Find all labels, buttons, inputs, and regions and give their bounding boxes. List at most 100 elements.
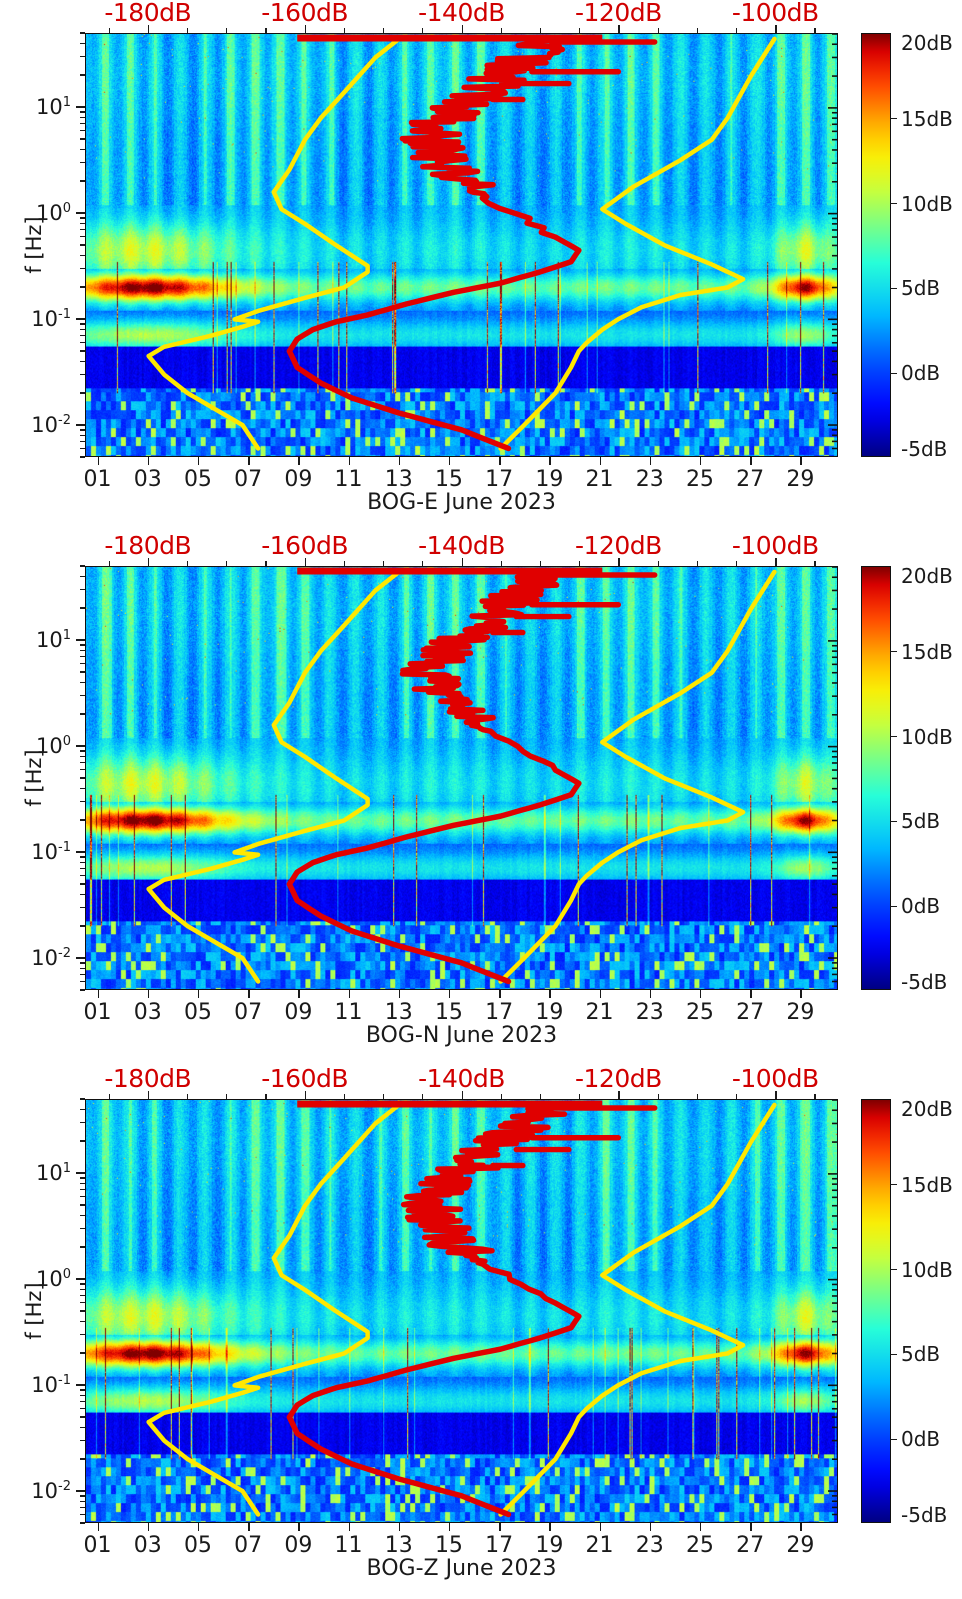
x-axis-tick (549, 990, 551, 998)
colorbar-label: -5dB (901, 437, 948, 461)
x-axis-tick (448, 990, 451, 998)
top-axis-minor-tick (696, 28, 698, 33)
colorbar-label: 5dB (901, 1342, 941, 1367)
y-axis-label: 101 (35, 95, 71, 120)
colorbar-label: 5dB (901, 809, 941, 834)
y-axis-minor-tick (80, 1098, 85, 1100)
top-axis-label: -180dB (104, 531, 192, 560)
top-db-axis: -180dB -160dB -140dB -120dB -100dB (85, 0, 838, 33)
x-axis-tick (298, 990, 300, 998)
y-axis-minor-tick (80, 1522, 85, 1524)
top-axis-tick (461, 1091, 463, 1099)
y-axis-minor-tick (80, 1288, 85, 1291)
y-axis-minor-tick (80, 1294, 85, 1297)
colorbar-tick (890, 287, 897, 290)
x-axis-label: 19 (535, 467, 564, 492)
spectrogram-plot-area (85, 33, 838, 457)
x-axis-label: 23 (635, 1533, 664, 1558)
panel-title: BOG-Z June 2023 (366, 1556, 557, 1581)
top-axis-tick (775, 1091, 777, 1099)
top-axis-label: -180dB (104, 1064, 192, 1093)
x-axis-tick (348, 1523, 351, 1531)
spectrogram-panel: -180dB -160dB -140dB -120dB -100dB f [Hz] 10… (0, 1064, 962, 1599)
top-axis-minor-tick (226, 1094, 228, 1099)
y-axis-minor-tick (80, 244, 85, 246)
y-axis-minor-tick (80, 1426, 85, 1428)
y-axis-minor-tick (80, 1108, 85, 1110)
x-axis-tick (197, 990, 200, 998)
x-axis-tick (750, 1523, 752, 1531)
y-axis-minor-tick (80, 644, 85, 646)
top-axis-label: -100dB (731, 1064, 819, 1093)
y-axis-minor-tick (80, 1389, 85, 1391)
colorbar-tick (890, 118, 897, 120)
x-axis-label: 25 (685, 467, 714, 492)
spectrogram-plot-area (85, 566, 838, 990)
x-axis-label: 19 (535, 1000, 564, 1025)
x-axis-tick (499, 457, 501, 465)
y-axis-minor-tick (80, 434, 85, 437)
top-axis-minor-tick (186, 1094, 189, 1099)
frequency-axis: f [Hz] 101 100 10-1 10-2 (0, 565, 85, 991)
y-axis-minor-tick (80, 222, 85, 225)
y-axis-minor-tick (80, 1182, 85, 1185)
y-axis-minor-tick (80, 755, 85, 758)
top-axis-minor-tick (736, 28, 738, 33)
y-axis-label: 100 (35, 734, 71, 759)
y-axis-minor-tick (80, 713, 85, 715)
y-axis-minor-tick (80, 440, 85, 443)
top-axis-minor-tick (343, 561, 346, 566)
y-axis-minor-tick (80, 334, 85, 337)
top-axis-minor-tick (696, 561, 698, 566)
top-axis-minor-tick (383, 561, 385, 566)
colorbar: 20dB 15dB 10dB 5dB 0dB -5dB (861, 1097, 953, 1527)
colorbar-label: -5dB (901, 970, 948, 994)
y-axis-minor-tick (80, 1394, 85, 1397)
y-axis-minor-tick (80, 1320, 85, 1322)
colorbar-label: 0dB (901, 361, 941, 386)
y-axis-right-tick (76, 851, 85, 853)
x-axis-tick (800, 457, 802, 465)
x-axis-tick (448, 457, 451, 465)
top-axis-minor-tick (383, 1094, 385, 1099)
y-axis-right-tick (76, 424, 85, 426)
x-axis-tick (750, 457, 752, 465)
x-axis-tick (599, 457, 602, 465)
x-axis-tick (800, 1523, 802, 1531)
y-axis-minor-tick (80, 111, 85, 113)
top-axis-minor-tick (696, 1094, 698, 1099)
y-axis-minor-tick (80, 55, 85, 58)
top-axis-minor-tick (814, 1094, 816, 1099)
top-axis-minor-tick (657, 561, 659, 566)
top-axis-minor-tick (657, 28, 659, 33)
y-axis-minor-tick (80, 267, 85, 270)
y-axis-minor-tick (80, 32, 85, 34)
x-axis-label: 07 (234, 1533, 263, 1558)
y-axis-minor-tick (80, 967, 85, 970)
y-axis-right-tick (76, 1278, 85, 1280)
y-axis-label: 10-2 (31, 1479, 71, 1504)
x-axis-label: 11 (334, 467, 363, 492)
y-axis-minor-tick (80, 883, 85, 885)
y-axis-minor-tick (80, 286, 85, 288)
x-axis-tick (147, 1523, 150, 1531)
y-axis-minor-tick (80, 1458, 85, 1460)
x-axis-tick (549, 1523, 551, 1531)
colorbar-tick (890, 651, 897, 653)
top-axis-minor-tick (814, 561, 816, 566)
colorbar-tick (890, 1438, 897, 1440)
y-axis-minor-tick (80, 649, 85, 652)
y-axis-minor-tick (80, 350, 85, 352)
colorbar-gradient (862, 1100, 890, 1522)
x-axis-label: 29 (786, 467, 815, 492)
top-axis-label: -120dB (574, 0, 662, 27)
y-axis-minor-tick (80, 323, 85, 325)
x-axis-tick (248, 990, 250, 998)
x-axis-label: 25 (685, 1000, 714, 1025)
top-axis-minor-tick (736, 561, 738, 566)
y-axis-minor-tick (80, 1407, 85, 1410)
y-axis-minor-tick (80, 228, 85, 231)
top-axis-tick (461, 25, 463, 33)
top-axis-label: -100dB (731, 531, 819, 560)
